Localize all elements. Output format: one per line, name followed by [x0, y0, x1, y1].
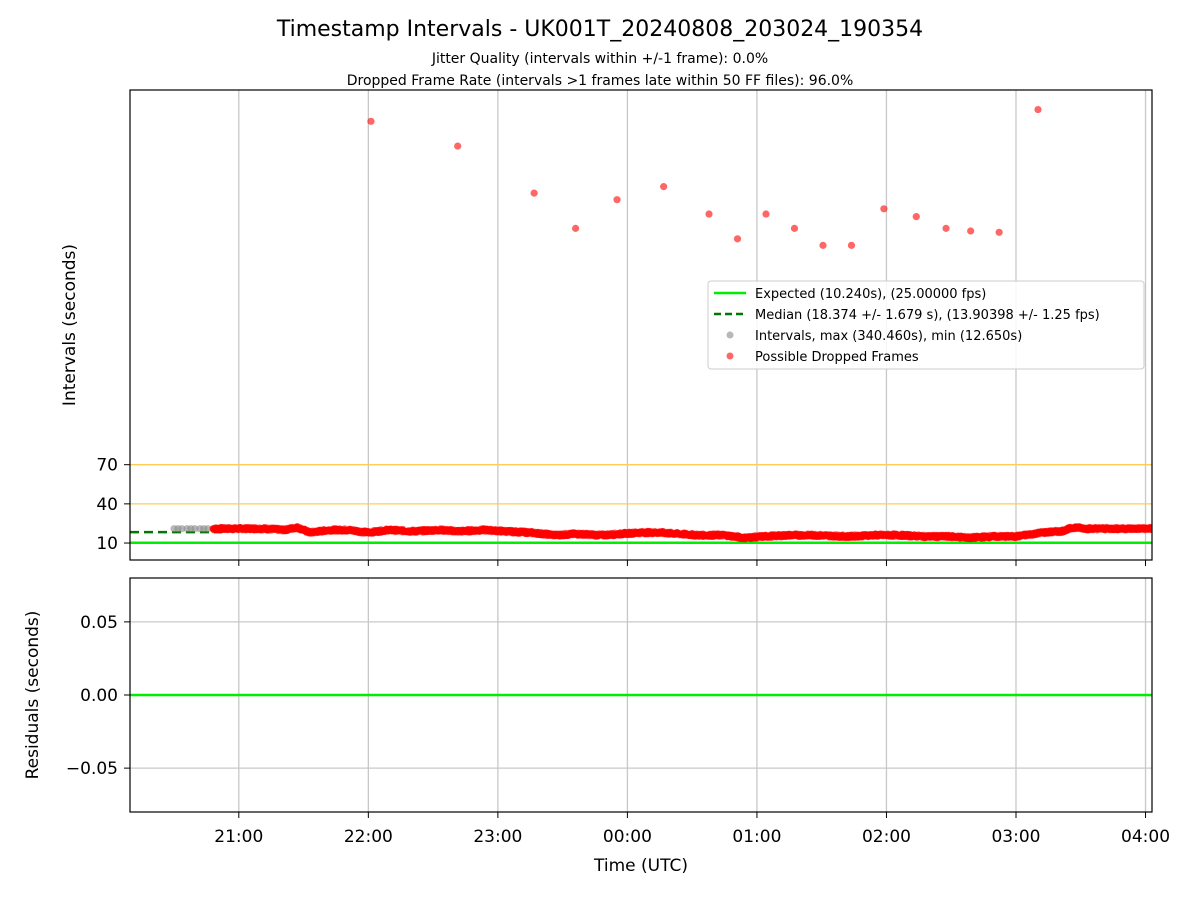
- y-tick-label-70: 70: [96, 456, 118, 476]
- y-axis-label-residuals: Residuals (seconds): [23, 611, 43, 780]
- x-tick-label-21:00: 21:00: [214, 827, 263, 847]
- dropped-outlier-6: [705, 210, 713, 218]
- dropped-outlier-4: [613, 196, 621, 204]
- legend-label-2: Intervals, max (340.460s), min (12.650s): [755, 329, 1022, 344]
- dropped-frames-band: [209, 523, 1152, 543]
- dropped-point: [1148, 525, 1152, 533]
- x-tick-label-22:00: 22:00: [344, 827, 393, 847]
- dropped-outlier-1: [454, 142, 462, 150]
- chart-title: Timestamp Intervals - UK001T_20240808_20…: [276, 17, 923, 42]
- intervals-frame: [129, 89, 1153, 561]
- legend-label-1: Median (18.374 +/- 1.679 s), (13.90398 +…: [755, 308, 1100, 323]
- legend-label-0: Expected (10.240s), (25.00000 fps): [755, 287, 986, 302]
- x-tick-label-02:00: 02:00: [862, 827, 911, 847]
- legend-swatch-dropped: [726, 352, 734, 360]
- dropped-outlier-10: [819, 241, 827, 249]
- interval-point-8: [204, 525, 212, 533]
- legend-swatch-intervals: [726, 331, 734, 339]
- intervals-plot-area: [130, 90, 1152, 560]
- x-tick-label-01:00: 01:00: [732, 827, 781, 847]
- dropped-outlier-16: [995, 228, 1003, 236]
- dropped-outlier-5: [660, 183, 668, 191]
- x-tick-label-23:00: 23:00: [473, 827, 522, 847]
- dropped-outlier-13: [912, 213, 920, 221]
- x-axis-label: Time (UTC): [593, 856, 688, 876]
- intervals-panel: 10 40 70 Intervals (seconds) Expected (10.24…: [60, 89, 1153, 566]
- dropped-outlier-15: [967, 227, 975, 235]
- residuals-panel: −0.05 0.00 0.05 21:00 22:00 23:00 00:00 01:00 02…: [23, 577, 1170, 876]
- legend: Expected (10.240s), (25.00000 fps) Median…: [707, 280, 1145, 370]
- x-tick-label-03:00: 03:00: [991, 827, 1040, 847]
- dropped-outlier-17: [1034, 105, 1042, 114]
- dropped-outlier-0: [367, 117, 375, 125]
- y-tick-label-40: 40: [96, 495, 118, 515]
- dropped-outlier-9: [790, 224, 799, 232]
- y-tick-label-10: 10: [96, 534, 118, 554]
- dropped-outlier-11: [847, 241, 856, 249]
- dropped-outlier-7: [733, 235, 742, 243]
- residual-y-tick-label-0: −0.05: [66, 759, 118, 779]
- legend-label-3: Possible Dropped Frames: [755, 350, 919, 365]
- dropped-outlier-12: [880, 205, 888, 213]
- interval-point-5: [191, 525, 199, 533]
- chart-subtitle-jitter: Jitter Quality (intervals within +/-1 fr…: [431, 51, 768, 67]
- x-tick-label-00:00: 00:00: [603, 827, 652, 847]
- chart-subtitle-dropped: Dropped Frame Rate (intervals >1 frames …: [347, 73, 854, 89]
- residual-y-tick-label-1: 0.00: [80, 686, 118, 706]
- dropped-outlier-3: [571, 224, 580, 232]
- dropped-outlier-2: [530, 189, 538, 197]
- x-tick-label-04:00: 04:00: [1121, 827, 1170, 847]
- interval-point-2: [178, 525, 186, 533]
- legend-box: [707, 280, 1145, 370]
- dropped-outlier-8: [762, 210, 770, 218]
- dropped-outlier-14: [942, 224, 950, 232]
- y-axis-label-intervals: Intervals (seconds): [60, 244, 80, 406]
- residual-y-tick-label-2: 0.05: [80, 613, 118, 633]
